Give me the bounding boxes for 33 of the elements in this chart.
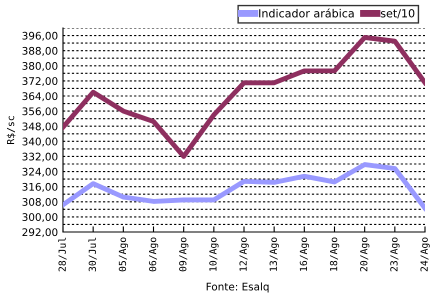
y-tick-label: 372,00 — [22, 77, 58, 86]
x-tick-label: 12/Ago — [239, 238, 249, 271]
y-tick-label: 292,00 — [22, 228, 58, 238]
source-note: Fonte: Esalq — [206, 282, 269, 293]
legend-label: set/10 — [380, 9, 414, 18]
x-tick-label: 05/Ago — [118, 238, 128, 272]
x-tick-label: 09/Ago — [179, 238, 188, 272]
y-tick-label: 340,00 — [22, 138, 58, 146]
legend-label: Indicador arábica — [259, 8, 354, 18]
y-tick-label: 332,00 — [22, 152, 58, 162]
x-tick-label: 10/Ago — [209, 238, 219, 271]
y-tick-label: 356,00 — [22, 107, 58, 116]
y-tick-label: 396,00 — [22, 32, 58, 41]
x-tick-label: 28/Jul — [58, 238, 67, 272]
x-tick-label: 30/Jul — [88, 238, 97, 272]
y-tick-label: 308,00 — [22, 198, 58, 207]
x-tick-label: 16/Ago — [300, 238, 310, 271]
x-tick-label: 24/Ago — [420, 238, 430, 272]
x-tick-label: 13/Ago — [270, 238, 279, 271]
x-tick-label: 18/Ago — [330, 238, 340, 271]
line-series — [63, 162, 425, 211]
y-tick-label: 364,00 — [22, 92, 58, 102]
y-tick-label: 380,00 — [22, 62, 58, 71]
y-tick-label: 348,00 — [22, 122, 58, 132]
y-axis-title: R$/sc — [6, 116, 16, 144]
x-tick-label: 06/Ago — [148, 238, 158, 272]
y-tick-label: 300,00 — [22, 213, 58, 222]
line-series — [63, 35, 425, 159]
x-tick-label: 23/Ago — [390, 238, 400, 272]
y-tick-label: 316,00 — [22, 182, 58, 192]
y-tick-label: 324,00 — [22, 168, 58, 177]
x-tick-label: 20/Ago — [360, 238, 370, 272]
y-tick-label: 388,00 — [22, 46, 58, 56]
